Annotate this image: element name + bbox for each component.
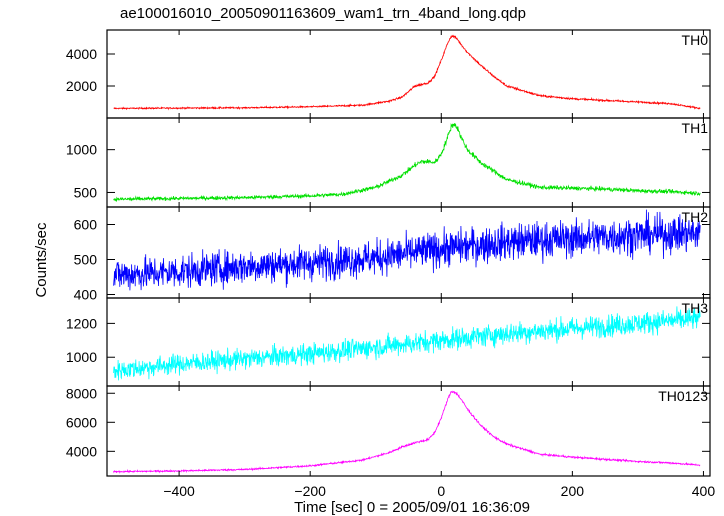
x-tick-label: 0 [437, 483, 445, 499]
y-tick-label: 8000 [66, 385, 97, 401]
series-line-th0 [113, 34, 701, 111]
series-line-th2 [113, 209, 701, 291]
panel-label-th3: TH3 [682, 300, 709, 316]
x-tick-label: −400 [163, 483, 195, 499]
y-tick-label: 1000 [66, 142, 97, 158]
series-line-th0123 [113, 390, 701, 474]
panel-label-th1: TH1 [682, 120, 709, 136]
x-tick-label: 400 [692, 483, 716, 499]
x-tick-label: 200 [561, 483, 585, 499]
panel-th2: 400 500 600 TH2 [74, 206, 711, 303]
y-tick-label: 500 [74, 252, 98, 268]
panel-frame [106, 29, 711, 119]
y-tick-label: 500 [74, 184, 98, 200]
x-axis-label: Time [sec] 0 = 2005/09/01 16:36:09 [294, 499, 530, 516]
panel-th0: 2000 4000 TH0 [66, 29, 711, 119]
panel-frame [106, 385, 711, 477]
series-line-th3 [113, 306, 701, 381]
panel-th3: 1000 1200 TH3 [66, 297, 711, 387]
chart-title: ae100016010_20050901163609_wam1_trn_4ban… [120, 5, 526, 22]
x-tick-label: −200 [294, 483, 326, 499]
y-tick-label: 2000 [66, 78, 97, 94]
panel-th0123: 4000 6000 8000 TH0123 [66, 385, 711, 477]
y-tick-label: 400 [74, 287, 98, 303]
y-tick-label: 6000 [66, 414, 97, 430]
panel-label-th0123: TH0123 [658, 388, 708, 404]
y-axis-label: Counts/sec [33, 222, 50, 298]
panel-th1: 500 1000 TH1 [66, 117, 711, 208]
y-tick-label: 4000 [66, 443, 97, 459]
panel-frame [106, 117, 711, 208]
panel-label-th0: TH0 [682, 32, 709, 48]
y-tick-label: 600 [74, 217, 98, 233]
y-tick-label: 1000 [66, 349, 97, 365]
y-tick-label: 1200 [66, 315, 97, 331]
series-line-th1 [113, 122, 701, 202]
y-tick-label: 4000 [66, 46, 97, 62]
chart-panels: 2000 4000 TH0 500 1000 TH1 400 500 600 TH2 1000 120… [66, 29, 711, 477]
x-axis: −400 −200 0 200 400 [163, 483, 715, 499]
panel-label-th2: TH2 [682, 209, 709, 225]
